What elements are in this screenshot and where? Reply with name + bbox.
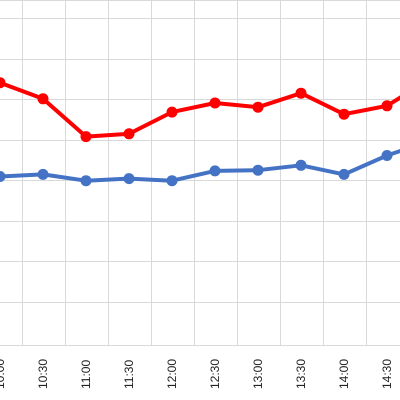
- data-point: [0, 77, 6, 89]
- data-point: [123, 128, 135, 140]
- data-point: [338, 168, 350, 180]
- data-point: [295, 87, 307, 99]
- data-point: [37, 93, 49, 105]
- x-tick-label: 14:30: [380, 359, 394, 389]
- data-point: [123, 173, 135, 185]
- data-point: [0, 171, 6, 182]
- data-point: [252, 164, 264, 176]
- x-tick-label: 11:30: [122, 360, 136, 389]
- data-point: [295, 159, 307, 171]
- x-tick-label: 13:30: [294, 359, 308, 389]
- chart-series: [0, 77, 400, 187]
- data-point: [80, 131, 92, 143]
- x-tick-label: 12:30: [208, 359, 222, 389]
- data-point: [166, 175, 178, 187]
- data-point: [381, 150, 393, 161]
- data-point: [381, 100, 393, 112]
- x-tick-label: 12:00: [165, 359, 179, 389]
- data-point: [252, 101, 264, 113]
- chart-gridlines: [0, 0, 400, 346]
- x-tick-label: 13:00: [251, 359, 265, 389]
- data-point: [37, 168, 49, 180]
- x-tick-label: 11:00: [79, 360, 93, 389]
- x-tick-label: 10:30: [36, 359, 50, 389]
- data-point: [338, 108, 350, 120]
- x-tick-label: 10:00: [0, 359, 7, 389]
- x-axis-tick-labels: 10:00 10:30 11:00 11:30 12:00 12:30 13:00 13:30…: [0, 359, 394, 389]
- x-tick-label: 14:00: [337, 359, 351, 389]
- data-point: [209, 165, 221, 177]
- data-point: [166, 106, 178, 118]
- data-point: [209, 97, 221, 109]
- data-point: [80, 175, 92, 187]
